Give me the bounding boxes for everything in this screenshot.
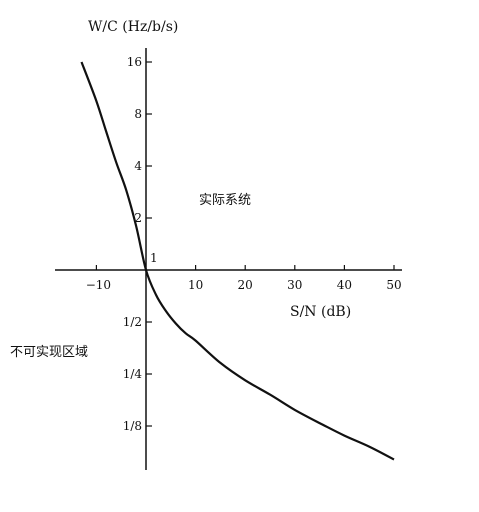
axes [55,48,402,470]
y-tick-label: 4 [134,159,142,173]
annotation-real-system: 实际系统 [199,193,251,208]
y-axis-label: W/C (Hz/b/s) [88,19,178,35]
ticks: −10 10 20 30 40 50 16 8 4 2 1/2 1/4 1/8 [86,55,402,433]
y-tick-label: 2 [134,211,142,225]
x-tick-label: −10 [86,278,111,292]
annotation-unrealizable-region: 不可实现区域 [10,345,88,360]
y-tick-label: 1/8 [123,419,142,433]
x-tick-label: 20 [238,278,253,292]
x-tick-label: 10 [188,278,203,292]
y-tick-label: 8 [134,107,142,121]
y-tick-label: 1/2 [123,315,142,329]
x-tick-label: 50 [386,278,401,292]
x-axis-label: S/N (dB) [290,304,351,320]
y-tick-label: 16 [127,55,142,69]
x-tick-label: 30 [287,278,302,292]
capacity-limit-curve [80,61,395,461]
origin-label: 1 [150,251,158,265]
x-tick-label: 40 [337,278,352,292]
y-tick-label: 1/4 [123,367,143,381]
series [80,61,395,461]
